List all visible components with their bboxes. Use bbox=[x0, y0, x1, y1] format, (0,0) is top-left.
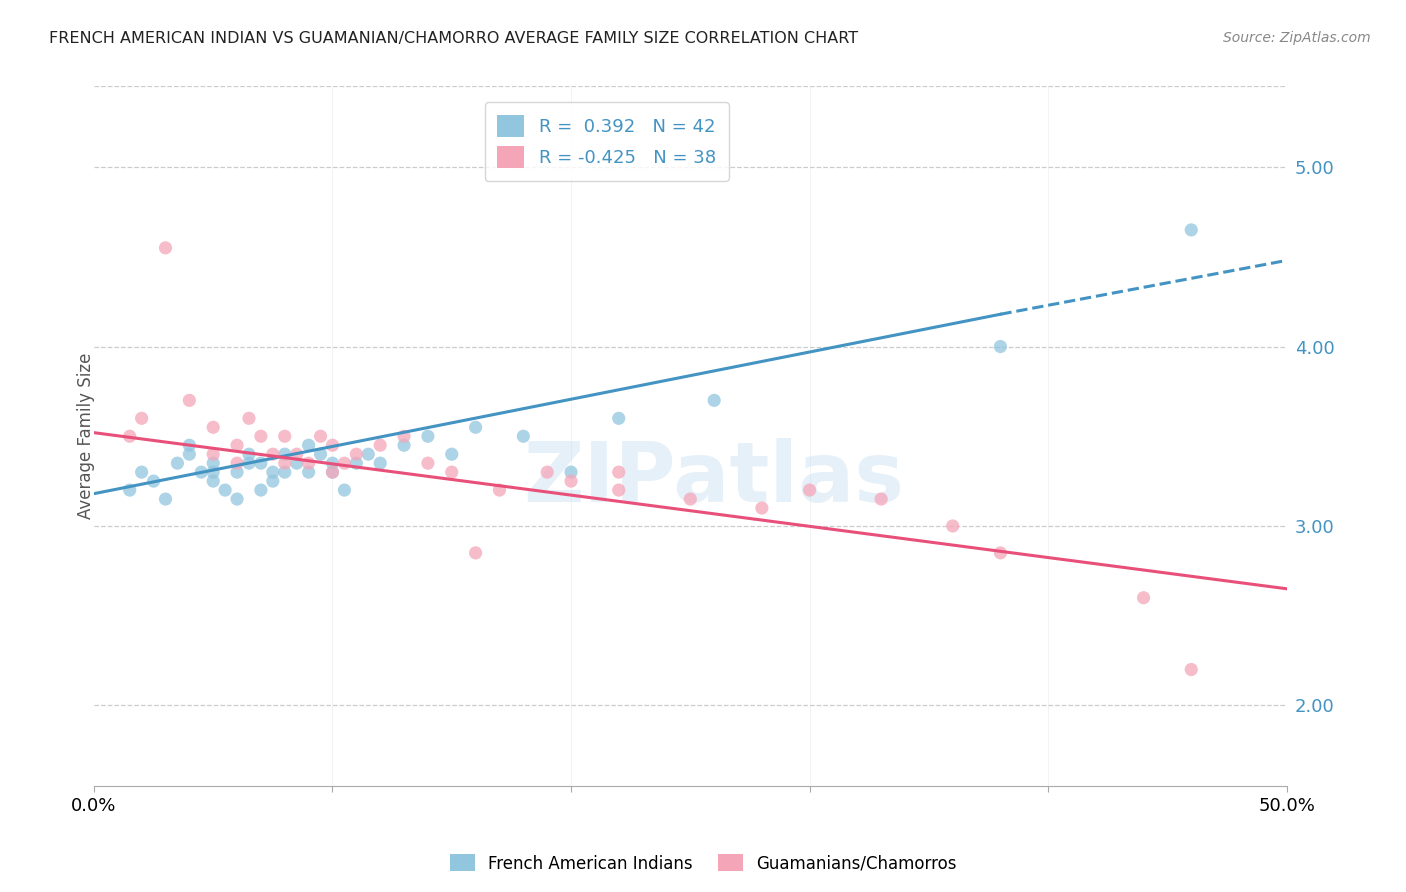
Point bbox=[274, 429, 297, 443]
Point bbox=[990, 339, 1012, 353]
Point bbox=[942, 519, 965, 533]
Point bbox=[262, 447, 284, 461]
Point bbox=[118, 429, 141, 443]
Point bbox=[179, 393, 201, 408]
Point bbox=[298, 438, 321, 452]
Point bbox=[285, 456, 308, 470]
Point bbox=[131, 411, 153, 425]
Point bbox=[179, 447, 201, 461]
Point bbox=[274, 447, 297, 461]
Legend: R =  0.392   N = 42, R = -0.425   N = 38: R = 0.392 N = 42, R = -0.425 N = 38 bbox=[485, 103, 728, 181]
Point bbox=[226, 438, 249, 452]
Point bbox=[870, 491, 893, 506]
Point bbox=[990, 546, 1012, 560]
Point bbox=[333, 483, 356, 497]
Point bbox=[512, 429, 534, 443]
Point bbox=[560, 465, 582, 479]
Point bbox=[440, 447, 463, 461]
Point bbox=[321, 465, 343, 479]
Point bbox=[321, 438, 343, 452]
Point bbox=[607, 411, 630, 425]
Point bbox=[321, 456, 343, 470]
Point bbox=[368, 438, 391, 452]
Text: Source: ZipAtlas.com: Source: ZipAtlas.com bbox=[1223, 31, 1371, 45]
Point bbox=[262, 465, 284, 479]
Text: FRENCH AMERICAN INDIAN VS GUAMANIAN/CHAMORRO AVERAGE FAMILY SIZE CORRELATION CHA: FRENCH AMERICAN INDIAN VS GUAMANIAN/CHAM… bbox=[49, 31, 858, 46]
Point bbox=[250, 456, 273, 470]
Point bbox=[368, 456, 391, 470]
Point bbox=[1132, 591, 1154, 605]
Point bbox=[416, 456, 439, 470]
Point bbox=[226, 491, 249, 506]
Point bbox=[357, 447, 380, 461]
Point bbox=[392, 438, 415, 452]
Point bbox=[536, 465, 558, 479]
Point bbox=[298, 456, 321, 470]
Point bbox=[250, 429, 273, 443]
Point bbox=[344, 447, 367, 461]
Point bbox=[799, 483, 821, 497]
Point bbox=[190, 465, 212, 479]
Point bbox=[751, 501, 773, 516]
Point bbox=[226, 465, 249, 479]
Point bbox=[607, 483, 630, 497]
Point bbox=[285, 447, 308, 461]
Point bbox=[250, 483, 273, 497]
Point bbox=[488, 483, 510, 497]
Point bbox=[274, 465, 297, 479]
Point bbox=[440, 465, 463, 479]
Point bbox=[238, 411, 260, 425]
Point bbox=[262, 474, 284, 488]
Point bbox=[131, 465, 153, 479]
Point bbox=[464, 546, 486, 560]
Point bbox=[202, 465, 225, 479]
Point bbox=[560, 474, 582, 488]
Point bbox=[155, 491, 177, 506]
Legend: French American Indians, Guamanians/Chamorros: French American Indians, Guamanians/Cham… bbox=[443, 847, 963, 880]
Point bbox=[309, 447, 332, 461]
Point bbox=[464, 420, 486, 434]
Point bbox=[238, 447, 260, 461]
Y-axis label: Average Family Size: Average Family Size bbox=[76, 353, 94, 519]
Point bbox=[214, 483, 236, 497]
Point bbox=[344, 456, 367, 470]
Point bbox=[392, 429, 415, 443]
Point bbox=[298, 465, 321, 479]
Point bbox=[333, 456, 356, 470]
Point bbox=[226, 456, 249, 470]
Point bbox=[1180, 223, 1202, 237]
Point bbox=[309, 429, 332, 443]
Point bbox=[118, 483, 141, 497]
Point bbox=[202, 447, 225, 461]
Point bbox=[416, 429, 439, 443]
Point bbox=[155, 241, 177, 255]
Point bbox=[238, 456, 260, 470]
Point bbox=[321, 465, 343, 479]
Point bbox=[679, 491, 702, 506]
Point bbox=[142, 474, 165, 488]
Point bbox=[607, 465, 630, 479]
Point bbox=[202, 420, 225, 434]
Point bbox=[703, 393, 725, 408]
Point bbox=[179, 438, 201, 452]
Point bbox=[1180, 663, 1202, 677]
Point bbox=[166, 456, 188, 470]
Point bbox=[202, 474, 225, 488]
Text: ZIPatlas: ZIPatlas bbox=[523, 438, 904, 519]
Point bbox=[274, 456, 297, 470]
Point bbox=[202, 456, 225, 470]
